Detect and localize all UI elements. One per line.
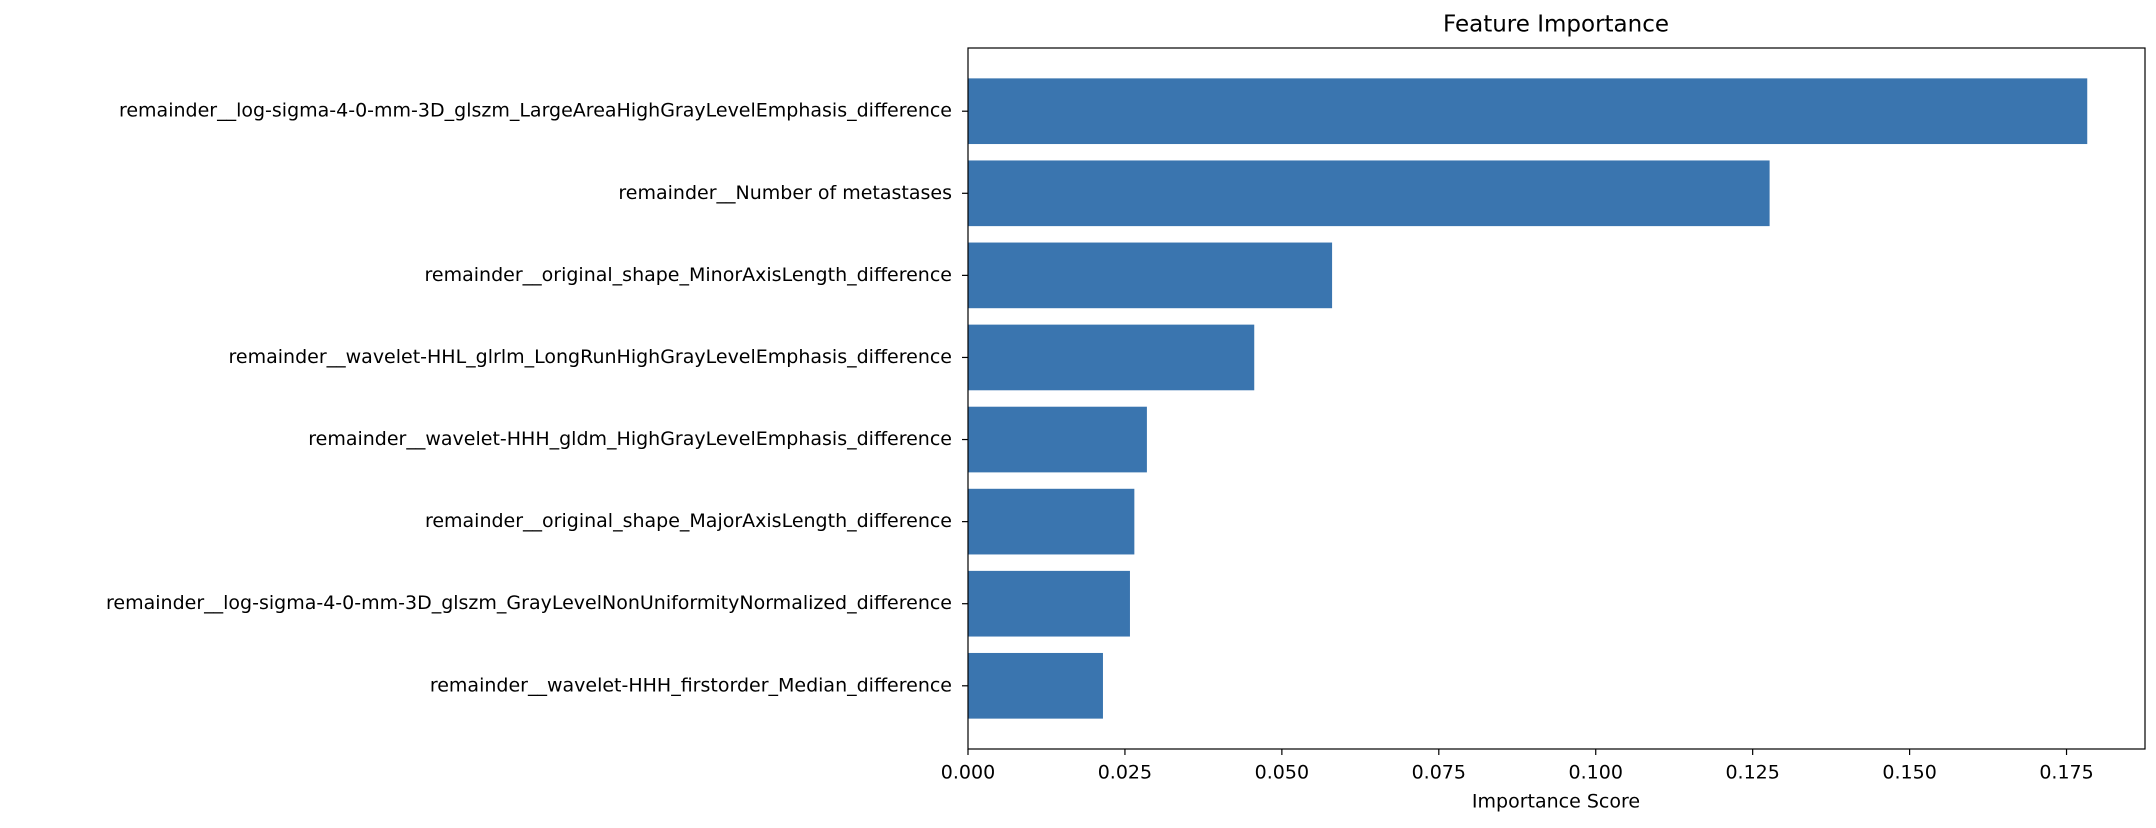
x-tick-label: 0.125 bbox=[1725, 762, 1779, 784]
bar bbox=[968, 488, 1135, 555]
y-tick-label: remainder__log-sigma-4-0-mm-3D_glszm_Gra… bbox=[106, 592, 952, 614]
bar bbox=[968, 324, 1255, 391]
y-tick-label: remainder__Number of metastases bbox=[618, 182, 952, 204]
y-tick-label: remainder__wavelet-HHH_firstorder_Median… bbox=[430, 674, 952, 696]
bar bbox=[968, 406, 1147, 473]
axes-frame bbox=[967, 47, 2146, 750]
bar bbox=[968, 78, 2088, 145]
bar bbox=[968, 242, 1333, 309]
x-tick-label: 0.150 bbox=[1882, 762, 1936, 784]
bar bbox=[968, 570, 1130, 637]
x-tick-label: 0.100 bbox=[1569, 762, 1623, 784]
x-tick-label: 0.075 bbox=[1412, 762, 1466, 784]
y-tick-label: remainder__wavelet-HHH_gldm_HighGrayLeve… bbox=[308, 428, 952, 450]
x-axis-label: Importance Score bbox=[1472, 791, 1640, 813]
x-tick-label: 0.050 bbox=[1255, 762, 1309, 784]
x-tick-label: 0.025 bbox=[1098, 762, 1152, 784]
y-tick-label: remainder__wavelet-HHL_glrlm_LongRunHigh… bbox=[229, 346, 952, 368]
y-tick-label: remainder__original_shape_MinorAxisLengt… bbox=[425, 264, 952, 286]
x-tick-label: 0.000 bbox=[941, 762, 995, 784]
bar bbox=[968, 160, 1770, 227]
bar bbox=[968, 652, 1103, 719]
y-tick-label: remainder__original_shape_MajorAxisLengt… bbox=[425, 510, 952, 532]
chart-title: Feature Importance bbox=[1443, 12, 1669, 38]
x-tick-label: 0.175 bbox=[2039, 762, 2093, 784]
y-tick-label: remainder__log-sigma-4-0-mm-3D_glszm_Lar… bbox=[119, 100, 952, 122]
